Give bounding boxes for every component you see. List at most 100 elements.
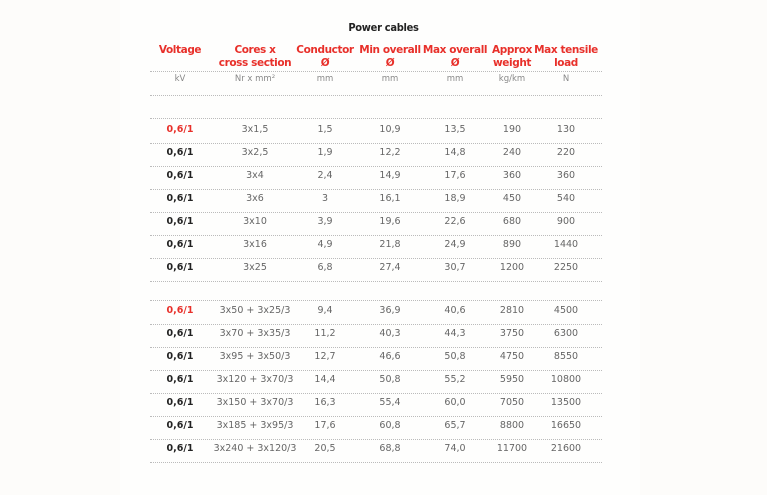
table-cell: 6,8: [317, 262, 333, 273]
table-cell: 46,6: [379, 351, 401, 362]
column-header: Min overall Ø: [359, 44, 421, 69]
voltage-cell: 0,6/1: [166, 262, 194, 273]
row-divider: [150, 71, 602, 72]
table-cell: 130: [556, 124, 576, 135]
document-page: [120, 0, 640, 495]
table-cell: 50,8: [379, 374, 401, 385]
voltage-cell: 0,6/1: [166, 239, 194, 250]
table-cell: 3750: [499, 328, 525, 339]
table-cell: 3x1,5: [241, 124, 269, 135]
table-cell: 3x4: [246, 170, 264, 181]
table-cell: 2,4: [317, 170, 333, 181]
table-cell: 13,5: [444, 124, 466, 135]
row-divider: [150, 166, 602, 167]
table-cell: 18,9: [444, 193, 466, 204]
table-cell: 60,0: [444, 397, 466, 408]
voltage-cell: 0,6/1: [166, 216, 194, 227]
voltage-cell: 0,6/1: [166, 443, 194, 454]
voltage-cell: 0,6/1: [166, 420, 194, 431]
table-cell: 3,9: [317, 216, 333, 227]
table-cell: 14,8: [444, 147, 466, 158]
table-cell: 1,5: [317, 124, 333, 135]
table-cell: 68,8: [379, 443, 401, 454]
table-cell: 190: [502, 124, 522, 135]
table-cell: 4750: [499, 351, 525, 362]
table-cell: 6300: [553, 328, 579, 339]
table-cell: 1440: [553, 239, 579, 250]
column-unit: mm: [316, 74, 334, 84]
row-divider: [150, 118, 602, 119]
row-divider: [150, 324, 602, 325]
table-cell: 14,9: [379, 170, 401, 181]
table-cell: 3x6: [246, 193, 264, 204]
column-header: Max tensile load: [534, 44, 598, 69]
table-cell: 1200: [499, 262, 525, 273]
column-header: Voltage: [158, 44, 202, 56]
table-cell: 3x70 + 3x35/3: [219, 328, 291, 339]
voltage-cell: 0,6/1: [166, 305, 194, 316]
table-cell: 55,4: [379, 397, 401, 408]
voltage-cell: 0,6/1: [166, 351, 194, 362]
table-cell: 44,3: [444, 328, 466, 339]
voltage-cell: 0,6/1: [166, 374, 194, 385]
table-cell: 3x10: [243, 216, 267, 227]
table-cell: 40,6: [444, 305, 466, 316]
table-cell: 11700: [496, 443, 528, 454]
table-cell: 680: [502, 216, 522, 227]
table-cell: 16650: [550, 420, 582, 431]
voltage-cell: 0,6/1: [166, 328, 194, 339]
voltage-cell: 0,6/1: [166, 193, 194, 204]
table-cell: 19,6: [379, 216, 401, 227]
column-unit: Nr x mm²: [234, 74, 276, 84]
table-cell: 3: [321, 193, 329, 204]
table-cell: 12,2: [379, 147, 401, 158]
voltage-cell: 0,6/1: [166, 147, 194, 158]
column-header: Cores x cross section: [218, 44, 292, 69]
table-cell: 74,0: [444, 443, 466, 454]
table-cell: 3x240 + 3x120/3: [213, 443, 297, 454]
table-cell: 50,8: [444, 351, 466, 362]
table-cell: 10,9: [379, 124, 401, 135]
table-cell: 3x25: [243, 262, 267, 273]
table-cell: 2250: [553, 262, 579, 273]
table-cell: 3x50 + 3x25/3: [219, 305, 291, 316]
table-cell: 1,9: [317, 147, 333, 158]
table-cell: 3x185 + 3x95/3: [216, 420, 294, 431]
row-divider: [150, 235, 602, 236]
table-cell: 5950: [499, 374, 525, 385]
table-cell: 900: [556, 216, 576, 227]
table-cell: 10800: [550, 374, 582, 385]
voltage-cell: 0,6/1: [166, 170, 194, 181]
table-cell: 16,3: [314, 397, 336, 408]
row-divider: [150, 258, 602, 259]
table-title: Power cables: [348, 21, 419, 34]
table-cell: 16,1: [379, 193, 401, 204]
table-cell: 21600: [550, 443, 582, 454]
column-unit: kg/km: [498, 74, 526, 84]
row-divider: [150, 416, 602, 417]
table-cell: 3x95 + 3x50/3: [219, 351, 291, 362]
row-divider: [150, 462, 602, 463]
table-cell: 3x2,5: [241, 147, 269, 158]
row-divider: [150, 189, 602, 190]
column-unit: mm: [446, 74, 464, 84]
table-cell: 13500: [550, 397, 582, 408]
table-cell: 220: [556, 147, 576, 158]
row-divider: [150, 95, 602, 96]
column-unit: mm: [381, 74, 399, 84]
table-cell: 21,8: [379, 239, 401, 250]
table-cell: 4,9: [317, 239, 333, 250]
table-cell: 65,7: [444, 420, 466, 431]
row-divider: [150, 393, 602, 394]
table-cell: 2810: [499, 305, 525, 316]
row-divider: [150, 281, 602, 282]
table-cell: 450: [502, 193, 522, 204]
table-cell: 17,6: [444, 170, 466, 181]
row-divider: [150, 143, 602, 144]
table-cell: 3x120 + 3x70/3: [216, 374, 294, 385]
table-cell: 9,4: [317, 305, 333, 316]
table-cell: 60,8: [379, 420, 401, 431]
table-cell: 360: [502, 170, 522, 181]
table-cell: 36,9: [379, 305, 401, 316]
table-cell: 360: [556, 170, 576, 181]
